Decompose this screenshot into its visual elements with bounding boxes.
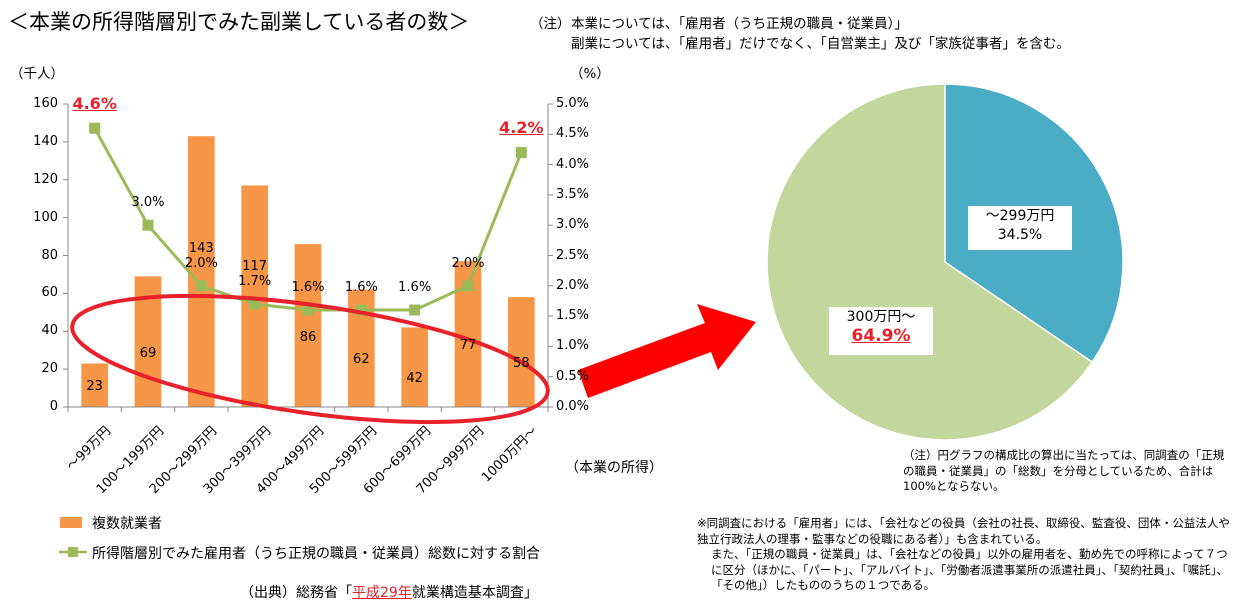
y-left-tick: 160 [33, 96, 58, 111]
legend-bar-swatch [60, 517, 82, 528]
legend-line-label: 所得階層別でみた雇用者（うち正規の職員・従業員）総数に対する割合 [92, 546, 540, 562]
highlight-ellipse [70, 293, 550, 425]
bar-value-label: 62 [353, 352, 370, 368]
line-point [302, 304, 314, 316]
arrow-icon [578, 304, 756, 398]
pie-label-1-value: 34.5% [997, 227, 1043, 243]
page-title: ＜本業の所得階層別でみた副業している者の数＞ [8, 10, 470, 34]
bar [508, 297, 535, 407]
line-value-label: 3.0% [131, 195, 165, 211]
pie-label-box-1 [968, 206, 1072, 250]
pie-label-2: 300万円～ 64.9% [829, 308, 933, 346]
y-right-tick: 0.5% [556, 368, 590, 384]
y-left-tick: 140 [33, 133, 58, 149]
header-note-line2: 副業については、「雇用者」だけでなく、「自営業主」及び「家族従事者」を含む。 [571, 36, 1070, 52]
line-value-label: 1.6% [344, 280, 378, 296]
y-right-tick: 4.0% [556, 156, 590, 172]
line-point [409, 304, 421, 316]
line-point [249, 298, 261, 310]
bar [401, 327, 428, 407]
legend-bar-label: 複数就業者 [92, 516, 162, 532]
bar-value-label: 143 [188, 240, 214, 256]
y-right-tick: 4.5% [556, 126, 590, 142]
line-value-label: 1.6% [398, 280, 432, 296]
line-point [355, 304, 367, 316]
bar-value-label: 86 [299, 329, 317, 345]
source-suffix: 就業構造基本調査」 [411, 585, 538, 601]
header-note-label: （注） [530, 16, 571, 32]
line-value-label: 1.6% [291, 280, 325, 296]
y-right-tick: 1.0% [556, 338, 590, 354]
y-left-tick: 0 [49, 399, 58, 414]
y-right-tick: 3.0% [556, 217, 590, 233]
pie-label-1: ～299万円 34.5% [968, 207, 1072, 245]
pie-label-2-value: 64.9% [851, 326, 911, 346]
bar-value-label: 58 [513, 356, 530, 372]
line-value-label: 2.0% [184, 255, 218, 271]
bar-value-label: 117 [242, 258, 268, 274]
y-left-tick: 100 [33, 209, 58, 225]
source-year: 平成29年 [352, 585, 412, 601]
line-point [142, 219, 154, 231]
y-left-tick: 60 [41, 285, 58, 301]
employee-note: ※同調査における「雇用者」には、「会社などの役員（会社の社長、取締役、監査役、団… [697, 516, 1234, 594]
y-right-tick: 2.5% [556, 247, 590, 263]
line-value-label: 2.0% [451, 255, 485, 271]
employee-note-line2: また、「正規の職員・従業員」は、「会社などの役員」以外の雇用者を、勤め先での呼称… [711, 547, 1229, 592]
bar-value-label: 77 [459, 338, 477, 354]
line-point [462, 280, 474, 292]
line-value-label: 4.2% [499, 118, 544, 138]
bar-value-label: 69 [139, 345, 157, 361]
bar-value-label: 42 [406, 371, 423, 387]
pie-chart [766, 83, 1124, 441]
y-right-unit: （%） [570, 66, 610, 82]
y-left-unit: （千人） [10, 66, 64, 82]
source: （出典）総務省「平成29年就業構造基本調査」 [240, 582, 538, 602]
employee-note-line1: ※同調査における「雇用者」には、「会社などの役員（会社の社長、取締役、監査役、団… [697, 516, 1230, 546]
y-right-tick: 0.0% [556, 399, 590, 414]
pie-label-2-name: 300万円～ [846, 309, 916, 325]
line-point [89, 122, 101, 134]
line-value-label: 4.6% [72, 94, 117, 114]
y-left-tick: 40 [41, 323, 58, 339]
line-point [515, 146, 527, 158]
bar [188, 136, 215, 407]
x-axis-label: （本業の所得） [565, 460, 663, 476]
bar [81, 363, 108, 407]
y-left-tick: 80 [41, 247, 58, 263]
line-point [195, 280, 207, 292]
source-prefix: （出典）総務省「 [240, 585, 352, 601]
pie-label-1-name: ～299万円 [985, 208, 1055, 224]
pie-label-box-2 [829, 307, 933, 355]
line-value-label: 1.7% [238, 273, 272, 289]
y-left-tick: 120 [33, 171, 58, 187]
y-right-tick: 2.0% [556, 277, 590, 293]
y-right-tick: 3.5% [556, 186, 590, 202]
y-right-tick: 1.5% [556, 308, 590, 324]
pie-note: （注）円グラフの構成比の算出に当たっては、同調査の「正規の職員・従業員」の「総数… [903, 448, 1225, 493]
bar [294, 244, 322, 407]
y-left-tick: 20 [41, 361, 58, 377]
legend-line-swatch [59, 547, 87, 557]
bar-value-label: 23 [86, 379, 103, 394]
y-right-tick: 5.0% [556, 96, 590, 111]
header-note-line1: 本業については、「雇用者（うち正規の職員・従業員）」 [571, 16, 908, 32]
